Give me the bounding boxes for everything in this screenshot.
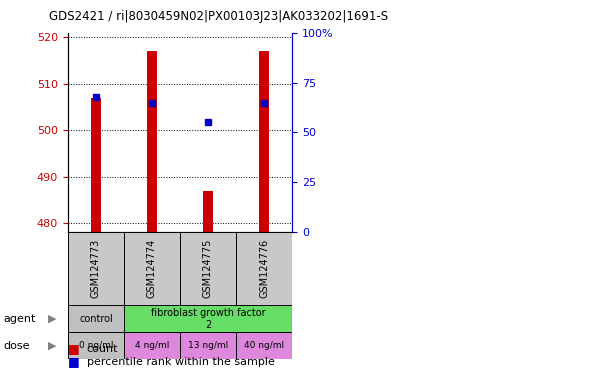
Text: percentile rank within the sample: percentile rank within the sample (87, 357, 274, 367)
Bar (91, 98, 101, 232)
FancyBboxPatch shape (68, 232, 124, 305)
Text: 4 ng/ml: 4 ng/ml (135, 341, 169, 350)
Text: count: count (87, 344, 118, 354)
Text: agent: agent (3, 314, 35, 324)
Text: ■: ■ (68, 355, 80, 368)
Text: 0 ng/ml: 0 ng/ml (78, 341, 113, 350)
FancyBboxPatch shape (124, 332, 180, 359)
Text: 40 ng/ml: 40 ng/ml (244, 341, 284, 350)
Text: GSM124774: GSM124774 (147, 239, 157, 298)
Text: GSM124776: GSM124776 (259, 239, 269, 298)
Text: control: control (79, 314, 113, 324)
FancyBboxPatch shape (236, 332, 292, 359)
Text: dose: dose (3, 341, 30, 351)
Text: fibroblast growth factor
2: fibroblast growth factor 2 (150, 308, 266, 329)
FancyBboxPatch shape (236, 232, 292, 305)
FancyBboxPatch shape (124, 232, 180, 305)
Text: GSM124773: GSM124773 (91, 239, 101, 298)
FancyBboxPatch shape (180, 232, 236, 305)
Bar (147, 51, 157, 232)
FancyBboxPatch shape (180, 332, 236, 359)
Bar (259, 51, 269, 232)
Text: GDS2421 / ri|8030459N02|PX00103J23|AK033202|1691-S: GDS2421 / ri|8030459N02|PX00103J23|AK033… (49, 10, 388, 23)
FancyBboxPatch shape (124, 305, 292, 332)
Text: GSM124775: GSM124775 (203, 239, 213, 298)
Text: ■: ■ (68, 342, 80, 355)
FancyBboxPatch shape (68, 332, 124, 359)
FancyBboxPatch shape (68, 305, 124, 332)
Text: 13 ng/ml: 13 ng/ml (188, 341, 228, 350)
Bar (203, 190, 213, 232)
Text: ▶: ▶ (48, 341, 56, 351)
Text: ▶: ▶ (48, 314, 56, 324)
